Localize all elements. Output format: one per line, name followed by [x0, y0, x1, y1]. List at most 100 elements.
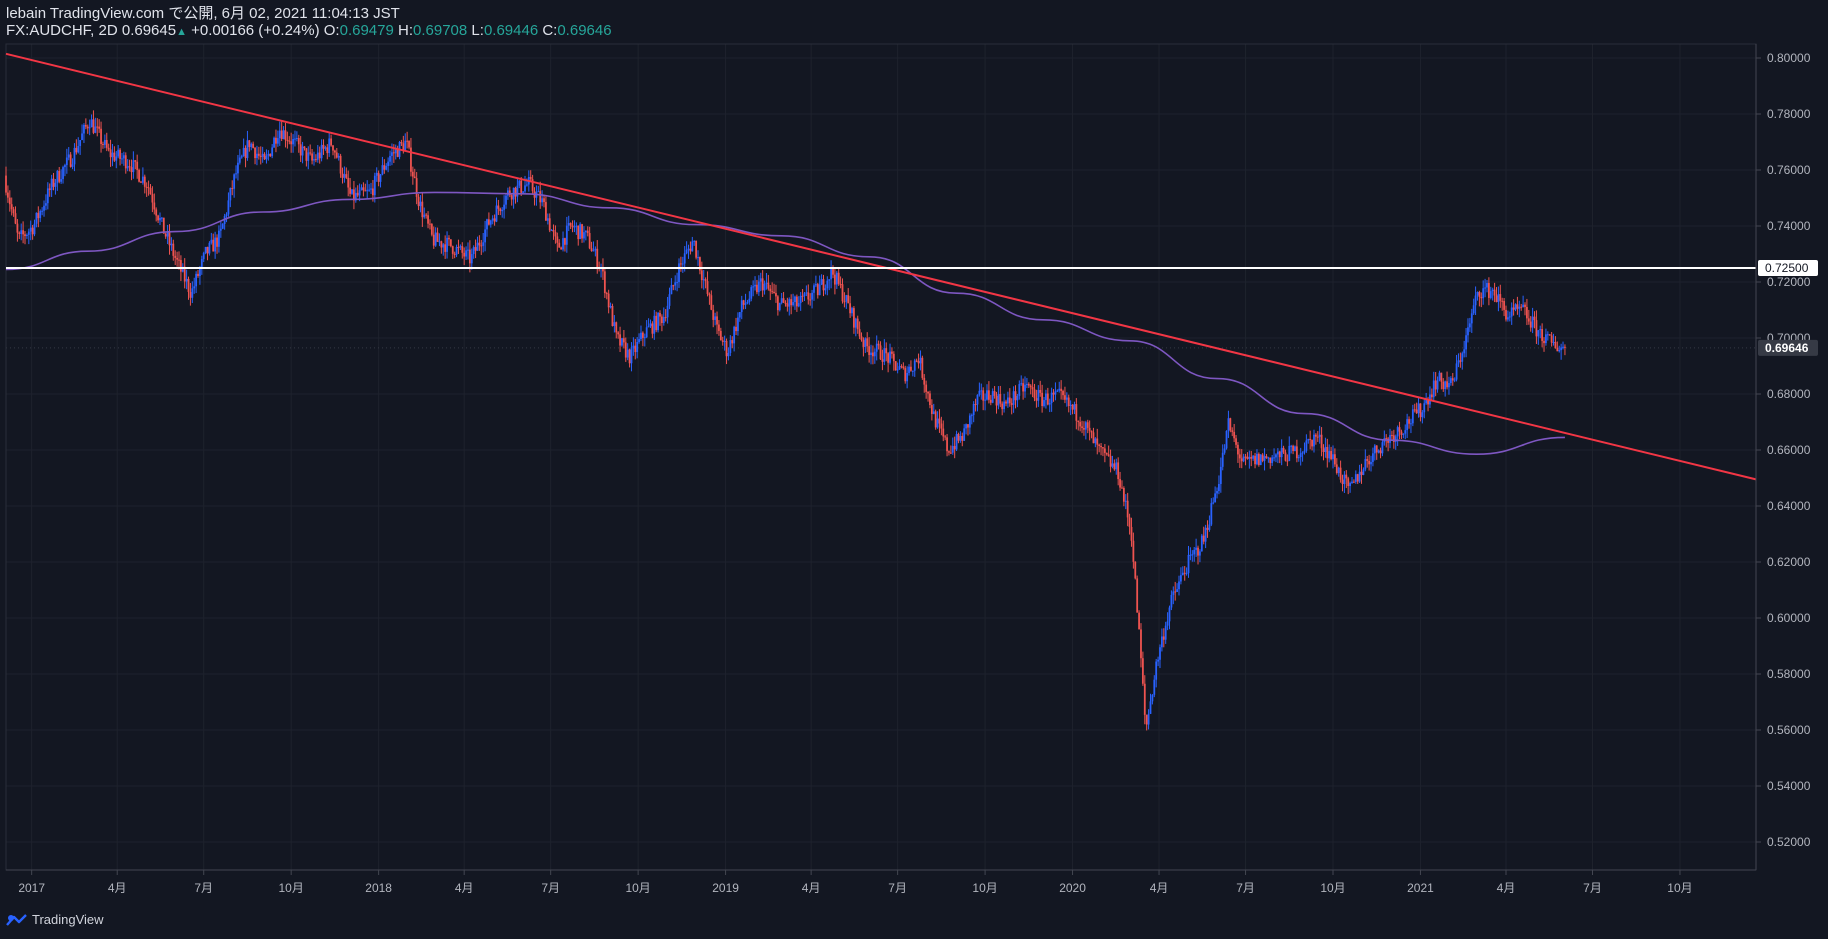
candle-up	[1153, 679, 1156, 695]
candle-up	[1332, 454, 1334, 460]
candle-down	[1134, 561, 1137, 579]
candle-down	[872, 352, 874, 357]
candle-down	[406, 140, 409, 142]
candle-down	[1143, 683, 1146, 715]
candle-down	[134, 160, 137, 162]
candle-down	[12, 209, 15, 214]
candle-down	[989, 399, 992, 403]
candle-up	[316, 152, 319, 160]
candle-up	[1159, 647, 1161, 660]
candle-up	[1045, 393, 1047, 401]
candle-up	[307, 152, 310, 161]
candle-up	[1288, 445, 1291, 461]
candle-down	[417, 196, 420, 207]
publish-info: lebain TradingView.com で公開, 6月 02, 2021 …	[6, 5, 400, 22]
candle-up	[467, 249, 469, 251]
candle-up	[121, 158, 123, 160]
candle-up	[265, 155, 268, 160]
candle-down	[164, 233, 167, 237]
candle-up	[670, 285, 673, 295]
time-axis[interactable]: 2017 4月 7月 10月 2018 4月 7月 10月 2019 4月 7月 10月 2020 4月 7…	[18, 870, 1693, 895]
candle-down	[938, 418, 941, 424]
candle-down	[822, 279, 825, 291]
candle-up	[908, 366, 910, 373]
candle-down	[1430, 394, 1433, 398]
candle-up	[873, 351, 876, 357]
candle-down	[332, 145, 334, 151]
descending-trend-line[interactable]	[5, 52, 1757, 481]
ohlc-legend: FX:AUDCHF, 2D 0.69645▲ +0.00166 (+0.24%)…	[6, 22, 1828, 41]
candle-down	[1535, 320, 1538, 337]
candle-down	[1398, 427, 1401, 432]
candle-up	[896, 369, 899, 371]
candle-up	[1425, 399, 1428, 404]
candle-up	[438, 241, 441, 243]
candle-down	[1229, 418, 1232, 431]
candle-down	[1145, 714, 1148, 725]
candle-down	[269, 153, 272, 157]
candle-down	[176, 257, 179, 260]
candle-up	[1216, 491, 1218, 494]
candle-up	[565, 225, 568, 245]
candle-up	[1048, 403, 1051, 405]
candle-down	[349, 187, 352, 194]
moving-average-line[interactable]	[5, 191, 1565, 456]
candle-up	[90, 119, 93, 128]
candle-down	[299, 144, 302, 156]
candle-up	[965, 424, 967, 429]
candle-up	[1263, 456, 1266, 461]
brand-label: TradingView	[32, 912, 104, 927]
candle-down	[660, 316, 663, 324]
candle-down	[569, 223, 572, 226]
candle-up	[1185, 573, 1188, 575]
candle-up	[1223, 448, 1226, 453]
candle-up	[757, 281, 760, 293]
candle-down	[1033, 389, 1036, 399]
candle-up	[278, 130, 281, 139]
candle-down	[786, 303, 789, 307]
candle-up	[1026, 383, 1028, 385]
footer-brand[interactable]: TradingView	[6, 912, 104, 927]
candle-up	[803, 293, 806, 297]
candle-up	[1546, 334, 1549, 336]
candle-up	[122, 155, 125, 159]
candle-down	[853, 308, 855, 328]
candle-down	[756, 284, 758, 293]
candle-up	[1297, 457, 1300, 459]
candle-down	[784, 302, 787, 304]
candle-down	[586, 230, 589, 234]
candle-down	[837, 272, 840, 284]
candle-down	[1109, 455, 1112, 467]
time-tick-label: 4月	[108, 881, 127, 895]
candle-up	[324, 147, 327, 149]
candle-down	[531, 179, 534, 192]
candle-down	[1322, 448, 1325, 453]
candle-up	[328, 138, 331, 154]
candle-down	[731, 340, 734, 344]
candle-up	[404, 140, 407, 151]
price-tick-label: 0.80000	[1767, 51, 1811, 65]
candle-down	[396, 148, 399, 157]
candle-down	[849, 303, 852, 314]
candle-down	[987, 390, 990, 400]
candle-up	[640, 332, 642, 340]
candle-up	[27, 231, 30, 235]
candle-down	[345, 174, 348, 178]
candle-down	[1499, 294, 1502, 301]
price-tick-label: 0.74000	[1767, 219, 1811, 233]
candle-down	[1284, 452, 1287, 461]
time-tick-label: 2017	[18, 881, 45, 895]
candle-down	[900, 366, 903, 368]
candle-down	[1081, 426, 1083, 429]
candle-down	[1010, 403, 1013, 405]
candle-down	[1316, 436, 1319, 438]
candle-down	[347, 177, 350, 188]
candle-up	[1539, 329, 1542, 331]
candle-down	[1141, 658, 1144, 684]
price-axis[interactable]: 0.800000.780000.760000.740000.720000.700…	[1756, 51, 1811, 849]
candle-up	[294, 138, 296, 140]
candle-up	[1256, 453, 1258, 465]
candle-down	[1126, 500, 1129, 518]
candle-down	[102, 143, 104, 145]
